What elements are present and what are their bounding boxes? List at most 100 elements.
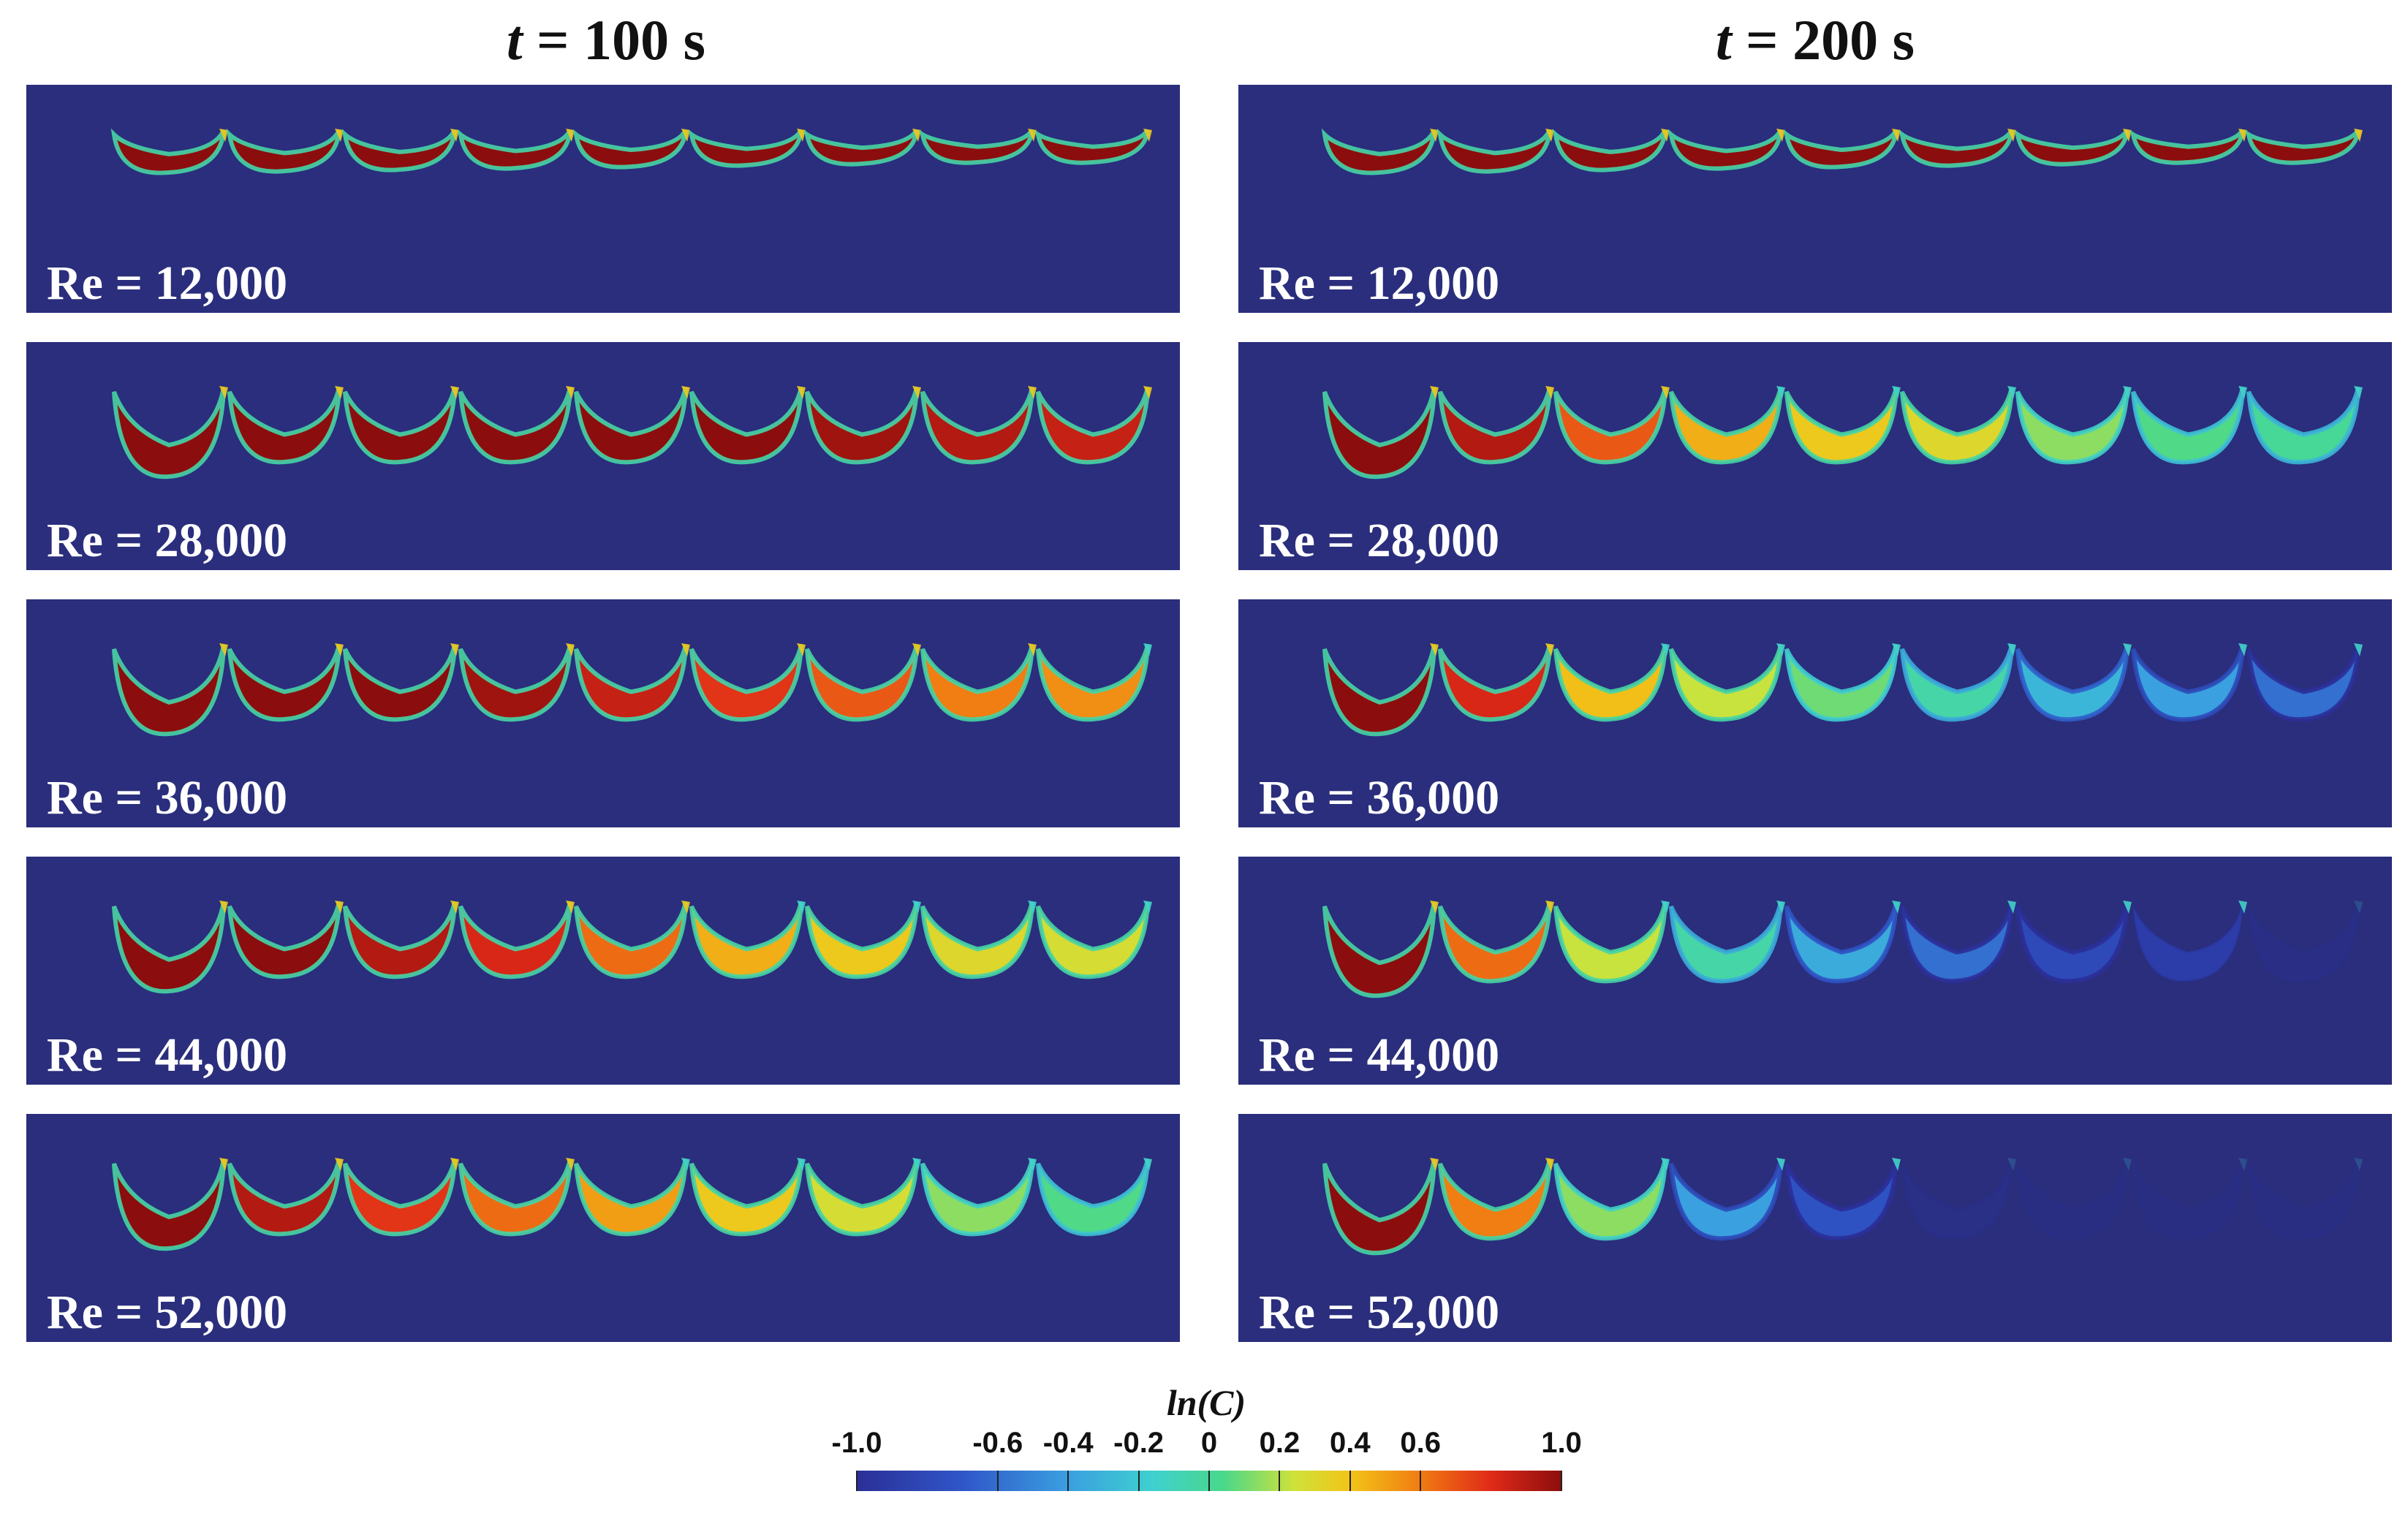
contour-panel: Re = 44,000 <box>26 857 1180 1085</box>
cavity-contour <box>2015 644 2129 722</box>
cavity-lip <box>566 1158 575 1171</box>
cavity-contour <box>2246 1159 2360 1241</box>
colorbar-tick-label: -0.2 <box>1113 1427 1165 1459</box>
cavity-plot <box>1322 386 2363 479</box>
cavity-lip <box>1545 900 1554 914</box>
cavity-lip <box>1892 1158 1901 1171</box>
time-variable: t <box>1716 8 1732 72</box>
cavity-lip <box>450 900 459 914</box>
cavity-contour <box>226 128 341 174</box>
cavity-contour <box>112 901 226 994</box>
cavity-lip <box>1430 386 1439 399</box>
cavity-lip <box>450 643 459 656</box>
cavity-lip <box>1430 1158 1439 1171</box>
cavity-contour <box>1669 387 1783 465</box>
colorbar-tick-label: 0.6 <box>1400 1427 1441 1459</box>
cavity-contour <box>1553 1159 1667 1241</box>
cavity-lip <box>1892 900 1901 914</box>
cavity-contour <box>574 1159 688 1237</box>
cavity-plot <box>1322 643 2363 737</box>
cavity-lip <box>912 129 921 142</box>
cavity-lip <box>219 386 228 399</box>
cavity-contour <box>1322 901 1436 998</box>
cavity-contour <box>805 1159 919 1237</box>
cavity-contour <box>1900 1159 2014 1241</box>
cavity-lip <box>2354 386 2363 399</box>
cavity-lip <box>450 1158 459 1171</box>
cavity-contour <box>1669 644 1783 722</box>
cavity-contour <box>2015 1159 2129 1241</box>
cavity-lip <box>335 643 344 656</box>
reynolds-label: Re = 28,000 <box>1259 514 1500 567</box>
cavity-lip <box>797 900 806 914</box>
cavity-contour <box>1900 901 2014 984</box>
cavity-lip <box>2123 643 2132 656</box>
cavity-lip <box>1776 129 1785 142</box>
cavity-plot <box>112 643 1152 737</box>
reynolds-label: Re = 36,000 <box>1259 771 1500 824</box>
cavity-lip <box>1776 386 1785 399</box>
cavity-contour <box>1438 901 1552 984</box>
cavity-contour <box>2246 644 2360 722</box>
cavity-contour <box>2246 901 2360 984</box>
time-variable: t <box>507 8 523 72</box>
cavity-contour <box>1438 387 1552 465</box>
cavity-lip <box>2238 1158 2247 1171</box>
cavity-contour <box>1436 128 1552 174</box>
reynolds-label: Re = 12,000 <box>47 257 288 310</box>
reynolds-label: Re = 44,000 <box>47 1028 288 1082</box>
cavity-contour <box>689 644 803 722</box>
column-title-left: t = 100 s <box>29 7 1183 73</box>
contour-panel: Re = 28,000 <box>1238 342 2392 570</box>
cavity-lip <box>335 900 344 914</box>
cavity-contour <box>1784 644 1898 722</box>
cavity-lip <box>1143 129 1152 142</box>
cavity-contour <box>341 129 457 172</box>
cavity-lip <box>335 386 344 399</box>
cavity-contour <box>689 387 803 465</box>
cavity-contour <box>2245 129 2360 165</box>
cavity-contour <box>343 644 457 722</box>
cavity-contour <box>2015 387 2129 465</box>
cavity-contour <box>458 901 572 979</box>
colorbar-tick <box>1067 1471 1069 1491</box>
cavity-contour <box>689 901 803 979</box>
cavity-contour <box>343 387 457 465</box>
cavity-lip <box>912 1158 921 1171</box>
cavity-contour <box>112 644 226 737</box>
cavity-lip <box>219 129 228 142</box>
cavity-contour <box>805 387 919 465</box>
colorbar-tick <box>1420 1471 1422 1491</box>
cavity-lip <box>335 1158 344 1171</box>
cavity-lip <box>2354 900 2363 914</box>
cavity-lip <box>1028 1158 1037 1171</box>
cavity-lip <box>2007 1158 2016 1171</box>
cavity-contour <box>572 129 688 170</box>
reynolds-label: Re = 52,000 <box>1259 1286 1500 1339</box>
reynolds-label: Re = 12,000 <box>1259 257 1500 310</box>
time-value: = 200 s <box>1731 8 1915 72</box>
cavity-contour <box>343 1159 457 1237</box>
colorbar-tick <box>996 1471 999 1491</box>
cavity-contour <box>2129 129 2245 165</box>
cavity-contour <box>1784 1159 1898 1241</box>
cavity-lip <box>2007 129 2016 142</box>
colorbar-tick-label: 1.0 <box>1541 1427 1582 1459</box>
contour-panel: Re = 12,000 <box>1238 85 2392 313</box>
cavity-contour <box>689 1159 803 1237</box>
colorbar-tick <box>1208 1471 1210 1491</box>
cavity-lip <box>681 129 690 142</box>
cavity-contour <box>1034 129 1150 165</box>
cavity-lip <box>2238 900 2247 914</box>
colorbar-tick-label: -0.4 <box>1042 1427 1094 1459</box>
cavity-lip <box>1143 643 1152 656</box>
colorbar-tick-label: -0.6 <box>972 1427 1023 1459</box>
cavity-contour <box>2015 901 2129 984</box>
cavity-contour <box>805 901 919 979</box>
cavity-lip <box>1661 900 1670 914</box>
cavity-lip <box>2123 900 2132 914</box>
cavity-lip <box>1143 900 1152 914</box>
cavity-contour <box>227 1159 341 1237</box>
cavity-lip <box>1776 1158 1785 1171</box>
cavity-contour <box>805 644 919 722</box>
